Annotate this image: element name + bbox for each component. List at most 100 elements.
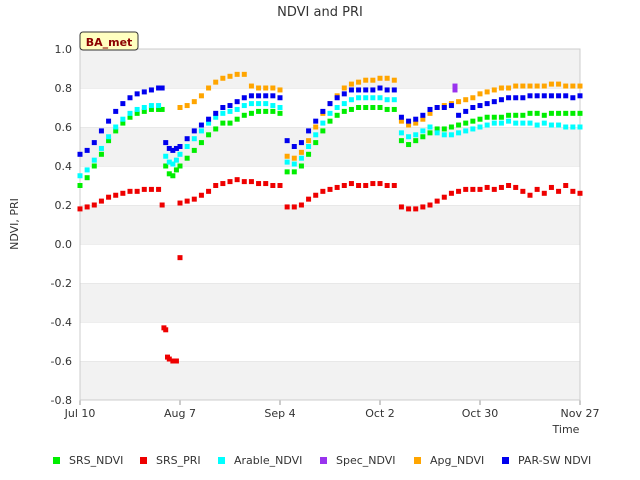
data-point xyxy=(334,95,340,101)
data-point xyxy=(170,147,176,153)
data-point xyxy=(98,145,104,151)
data-point xyxy=(434,198,440,204)
data-point xyxy=(156,186,162,192)
data-point xyxy=(506,112,512,118)
y-tick-label: 0.2 xyxy=(55,199,73,212)
y-axis-ticks: -0.8 -0.6 -0.4 -0.2 0.0 0.2 0.4 0.6 0.8 1.0 xyxy=(51,43,72,407)
data-point xyxy=(320,120,326,126)
data-point xyxy=(291,161,297,167)
data-point xyxy=(570,110,576,116)
legend-swatch xyxy=(218,457,225,464)
data-point xyxy=(227,73,233,79)
data-point xyxy=(470,186,476,192)
y-tick-label: 1.0 xyxy=(55,43,73,56)
data-point xyxy=(491,114,497,120)
data-point xyxy=(363,87,369,93)
data-point xyxy=(198,128,204,134)
legend-label: Apg_NDVI xyxy=(430,454,484,467)
data-point xyxy=(84,147,90,153)
data-point xyxy=(313,132,319,138)
data-point xyxy=(570,83,576,89)
data-point xyxy=(134,91,140,97)
data-point xyxy=(413,138,419,144)
x-tick-label: Nov 27 xyxy=(561,407,600,420)
data-point xyxy=(166,171,172,177)
data-point xyxy=(548,184,554,190)
series-2 xyxy=(77,95,583,179)
data-point xyxy=(384,97,390,103)
data-point xyxy=(298,140,304,146)
data-point xyxy=(477,124,483,130)
y-tick-label: 0.4 xyxy=(55,160,73,173)
data-point xyxy=(84,204,90,210)
data-point xyxy=(159,202,165,208)
data-point xyxy=(484,184,490,190)
x-tick-label: Aug 7 xyxy=(164,407,196,420)
data-point xyxy=(77,183,83,188)
data-point xyxy=(456,122,462,128)
data-point xyxy=(220,181,226,187)
data-point xyxy=(106,118,112,124)
data-point xyxy=(520,112,526,118)
data-point xyxy=(548,81,554,87)
series-0 xyxy=(77,105,583,188)
data-point xyxy=(391,87,397,93)
data-point xyxy=(577,190,583,196)
data-point xyxy=(406,206,412,212)
data-point xyxy=(156,85,162,91)
data-point xyxy=(91,157,97,163)
data-point xyxy=(234,177,240,183)
data-point xyxy=(520,95,526,101)
data-point xyxy=(341,101,347,107)
data-point xyxy=(313,118,319,124)
data-point xyxy=(420,116,426,122)
data-point xyxy=(570,124,576,130)
data-point xyxy=(106,134,112,140)
data-point xyxy=(184,198,190,204)
data-point xyxy=(534,83,540,89)
data-point xyxy=(384,183,390,188)
data-point xyxy=(284,204,290,210)
data-point xyxy=(234,99,240,105)
data-point xyxy=(341,85,347,91)
data-point xyxy=(206,132,212,138)
data-point xyxy=(248,179,254,185)
data-point xyxy=(484,89,490,95)
data-point xyxy=(391,183,397,188)
data-point xyxy=(248,110,254,116)
data-point xyxy=(106,138,112,144)
data-point xyxy=(191,196,197,202)
data-point xyxy=(166,356,172,362)
data-point xyxy=(206,188,212,194)
data-point xyxy=(384,75,390,81)
data-point xyxy=(334,184,340,190)
data-point xyxy=(498,97,504,103)
data-point xyxy=(348,106,354,112)
data-point xyxy=(356,105,362,110)
data-point xyxy=(452,83,458,89)
data-point xyxy=(563,183,569,188)
legend-swatch xyxy=(502,457,509,464)
data-point xyxy=(370,95,376,101)
data-point xyxy=(470,118,476,124)
data-point xyxy=(434,130,440,136)
data-point xyxy=(220,105,226,110)
x-axis-label: Time xyxy=(552,423,580,436)
data-point xyxy=(420,204,426,210)
data-point xyxy=(463,97,469,103)
data-point xyxy=(306,144,312,149)
data-point xyxy=(98,128,104,134)
data-point xyxy=(456,188,462,194)
data-point xyxy=(370,87,376,93)
data-point xyxy=(327,118,333,124)
data-point xyxy=(91,140,97,146)
data-point xyxy=(384,87,390,93)
data-point xyxy=(141,186,147,192)
data-point xyxy=(341,91,347,97)
data-point xyxy=(441,132,447,138)
data-point xyxy=(498,114,504,120)
series-3 xyxy=(452,83,458,93)
data-point xyxy=(377,75,383,81)
data-point xyxy=(463,120,469,126)
data-point xyxy=(173,167,179,173)
